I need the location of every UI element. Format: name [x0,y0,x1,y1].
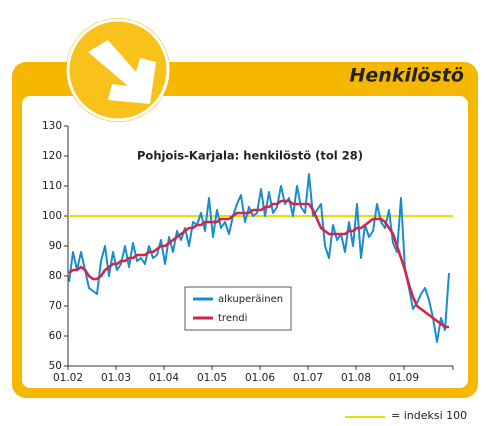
x-tick-label: 01.05 [197,372,227,384]
y-tick-label: 60 [49,330,62,342]
series-line [68,199,449,329]
x-tick-label: 01.08 [341,372,371,384]
legend [184,286,292,331]
y-tick-label: 50 [49,360,62,372]
y-tick-label: 120 [42,150,62,162]
x-tick-label: 01.07 [293,372,323,384]
header-title: Henkilöstö [350,65,464,87]
y-tick-label: 110 [42,180,62,192]
y-tick-label: 80 [49,270,62,282]
y-tick-label: 100 [42,210,62,222]
footnote: = indeksi 100 [391,409,467,422]
chart-title: Pohjois-Karjala: henkilöstö (tol 28) [137,149,363,163]
legend-label: trendi [218,313,247,324]
y-tick-label: 90 [49,240,62,252]
arrow-icon [88,40,156,104]
x-tick-label: 01.09 [389,372,419,384]
y-tick-label: 130 [42,120,62,132]
legend-label: alkuperäinen [218,294,283,305]
x-tick-label: 01.02 [53,372,83,384]
panel [22,96,468,388]
x-tick-label: 01.04 [149,372,179,384]
x-tick-label: 01.03 [101,372,131,384]
y-tick-label: 70 [49,300,62,312]
x-tick-label: 01.06 [245,372,275,384]
